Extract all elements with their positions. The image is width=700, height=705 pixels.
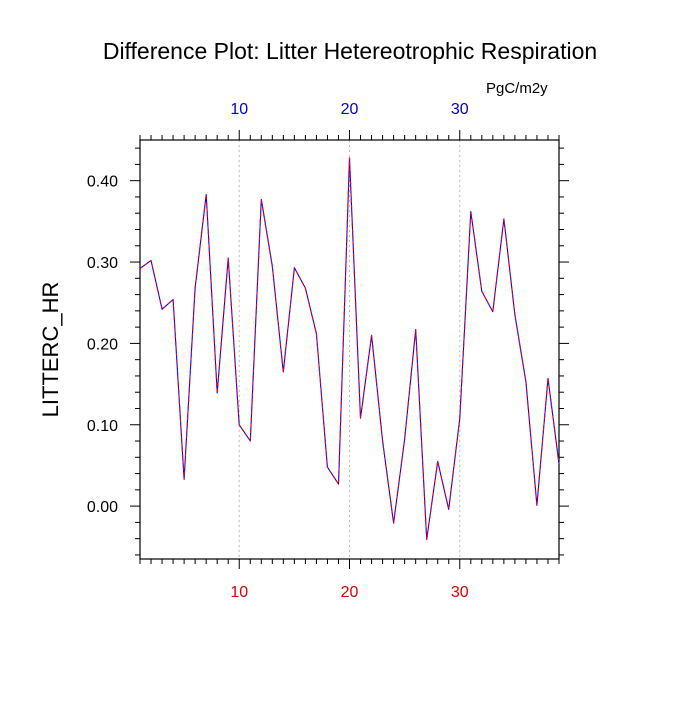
y-tick-label: 0.00 (87, 499, 118, 516)
y-tick-label: 0.40 (87, 174, 118, 191)
units-label: PgC/m2y (486, 80, 548, 97)
y-tick-label: 0.20 (87, 336, 118, 353)
chart-title: Difference Plot: Litter Hetereotrophic R… (102, 38, 598, 64)
x-tick-label-bottom: 30 (451, 584, 469, 601)
x-tick-label-top: 20 (341, 101, 359, 118)
y-tick-label: 0.10 (87, 418, 118, 435)
x-tick-label-top: 30 (451, 101, 469, 118)
x-tick-label-bottom: 20 (341, 584, 359, 601)
y-tick-label: 0.30 (87, 255, 118, 272)
y-axis-label: LITTERC_HR (38, 282, 63, 418)
series-line-dashed-overlay (139, 157, 560, 541)
x-tick-label-bottom: 10 (230, 584, 248, 601)
x-tick-label-top: 10 (230, 101, 248, 118)
